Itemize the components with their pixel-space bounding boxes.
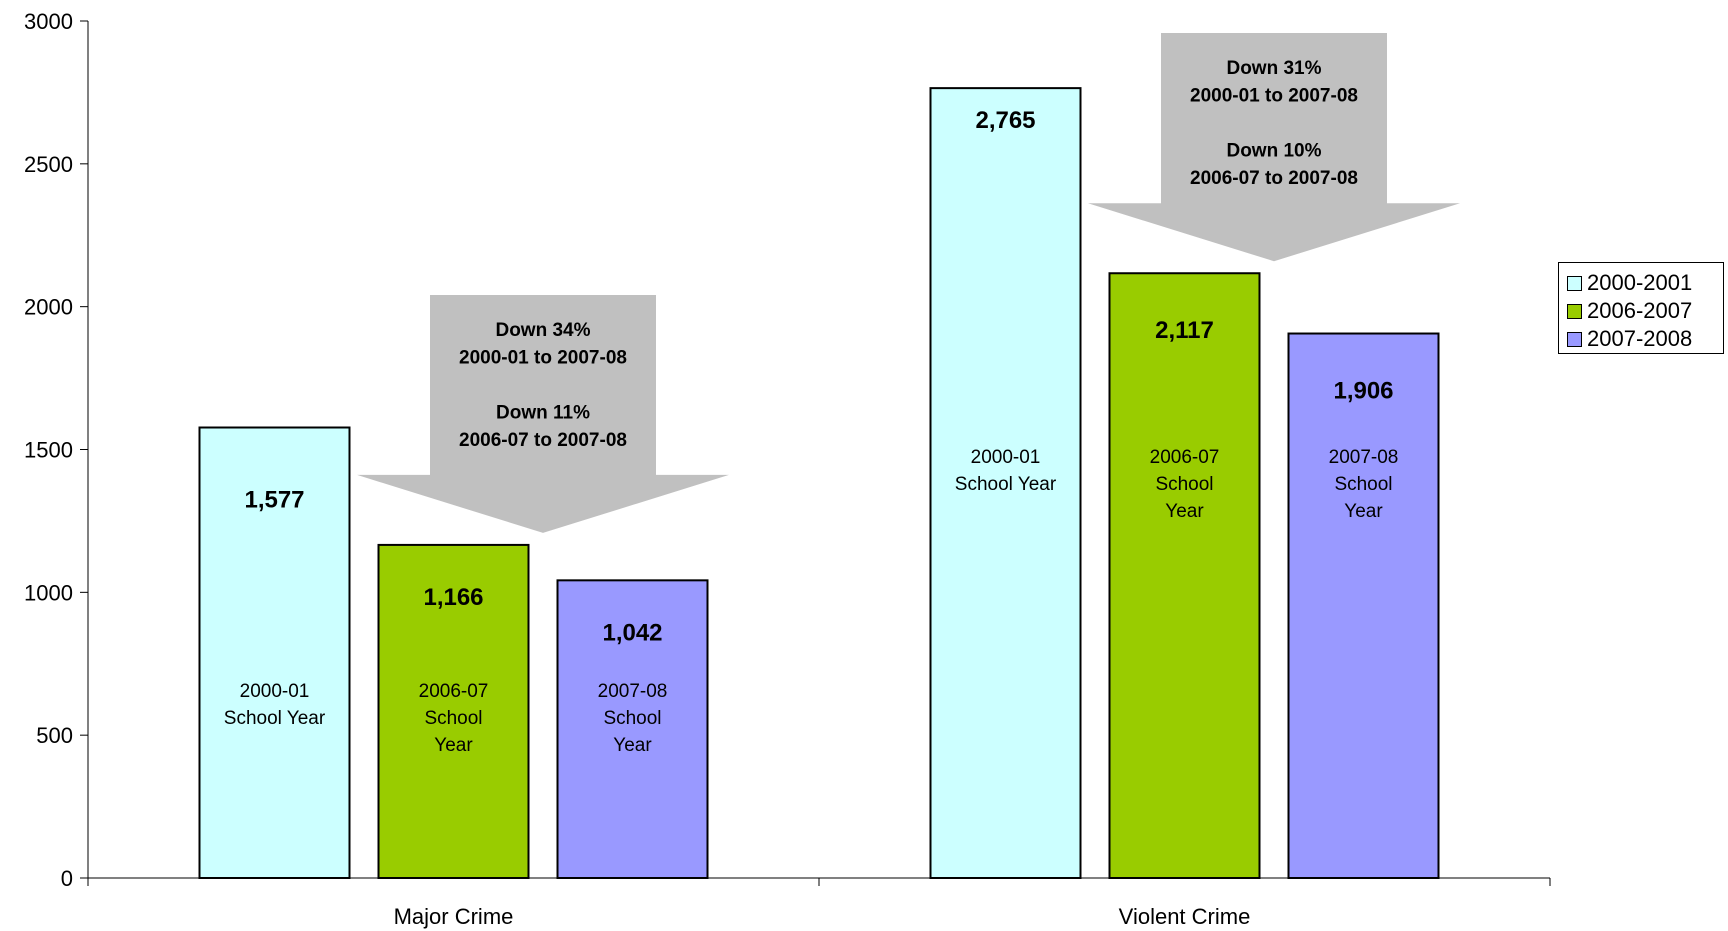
y-tick-label: 2000 — [24, 295, 73, 320]
bar-description: 2007-08 School Year — [1329, 447, 1399, 522]
bar — [198, 426, 351, 879]
x-tick-label: Major Crime — [394, 904, 514, 929]
axes: 0 500 1000 1500 2000 2500 3000 Major Crime Viole… — [24, 9, 1551, 929]
bar — [1108, 272, 1261, 879]
y-tick-label: 2500 — [24, 152, 73, 177]
legend-swatch — [1567, 303, 1582, 319]
annotation-text: Down 31% 2000-01 to 2007-08 Down 10% 2006-… — [1190, 58, 1358, 189]
legend-item: 2006-2007 — [1567, 297, 1723, 325]
data-label: 2,117 — [1155, 317, 1214, 344]
legend: 2000-2001 2006-2007 2007-2008 — [1558, 262, 1724, 354]
bar — [929, 87, 1082, 880]
legend-swatch — [1567, 275, 1582, 291]
data-label: 1,166 — [423, 584, 483, 611]
data-label: 1,042 — [602, 619, 662, 646]
legend-item: 2007-2008 — [1567, 325, 1723, 353]
down-arrow — [1088, 33, 1460, 262]
bar-description: 2006-07 School Year — [419, 681, 489, 756]
bar-labels: 1,577 2000-01 School Year 1,166 2006-07 Schoo… — [224, 107, 1399, 756]
down-arrow — [357, 295, 729, 533]
bar — [377, 543, 530, 879]
bar — [1287, 332, 1440, 879]
legend-label: 2000-2001 — [1587, 270, 1693, 295]
data-label: 2,765 — [975, 107, 1035, 134]
bar-description: 2007-08 School Year — [598, 681, 668, 756]
bar-description: 2000-01 School Year — [955, 447, 1057, 495]
x-tick-label: Violent Crime — [1119, 904, 1251, 929]
y-tick-label: 3000 — [24, 9, 73, 34]
legend-label: 2006-2007 — [1587, 298, 1693, 323]
bar — [556, 579, 709, 879]
legend-swatch — [1567, 331, 1582, 347]
legend-label: 2007-2008 — [1587, 326, 1693, 351]
y-tick-label: 0 — [61, 866, 73, 891]
annotation-arrows: Down 34% 2000-01 to 2007-08 Down 11% 2006-… — [357, 33, 1460, 533]
annotation-text: Down 34% 2000-01 to 2007-08 Down 11% 2006-… — [459, 320, 627, 451]
data-label: 1,906 — [1333, 378, 1393, 405]
data-label: 1,577 — [244, 487, 304, 514]
bars — [198, 87, 1440, 880]
legend-item: 2000-2001 — [1567, 269, 1723, 297]
y-tick-label: 1000 — [24, 580, 73, 605]
y-tick-label: 1500 — [24, 438, 73, 463]
bar-description: 2000-01 School Year — [224, 681, 326, 729]
y-tick-label: 500 — [36, 723, 73, 748]
bar-description: 2006-07 School Year — [1150, 447, 1220, 522]
